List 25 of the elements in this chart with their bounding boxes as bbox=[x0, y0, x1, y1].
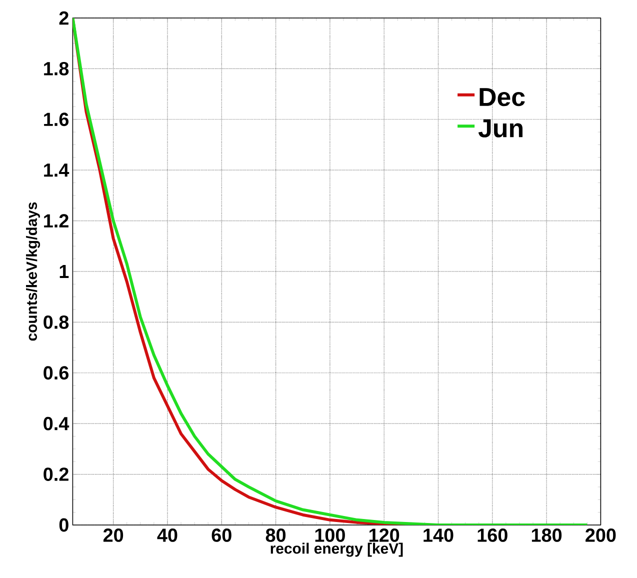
x-tick-label: 100 bbox=[315, 528, 345, 542]
y-axis-title: counts/keV/kg/days bbox=[26, 202, 40, 341]
x-tick-label: 160 bbox=[478, 528, 508, 542]
y-tick-label: 0.6 bbox=[44, 366, 69, 380]
x-tick-label: 80 bbox=[266, 528, 286, 542]
legend-label: Dec bbox=[480, 88, 525, 106]
y-tick-label: 1.2 bbox=[44, 214, 68, 228]
y-tick-label: 0 bbox=[59, 518, 68, 532]
x-tick-label: 200 bbox=[586, 528, 616, 542]
x-tick-label: 120 bbox=[369, 528, 400, 542]
y-tick-label: 2 bbox=[59, 11, 68, 25]
x-tick-label: 180 bbox=[532, 528, 562, 542]
y-tick-label: 1.6 bbox=[44, 112, 69, 126]
x-tick-label: 40 bbox=[157, 528, 178, 542]
y-tick-label: 0.2 bbox=[44, 468, 68, 481]
y-tick-label: 1.4 bbox=[44, 164, 70, 177]
y-tick-label: 1.8 bbox=[44, 62, 69, 76]
y-tick-label: 0.8 bbox=[44, 315, 69, 329]
legend-label: Jun bbox=[478, 119, 522, 138]
x-tick-label: 20 bbox=[103, 528, 124, 542]
y-tick-label: 0.4 bbox=[44, 416, 70, 430]
x-tick-label: 140 bbox=[424, 528, 454, 542]
y-tick-label: 1 bbox=[60, 264, 69, 278]
x-axis-title: recoil energy [keV] bbox=[270, 542, 403, 557]
x-tick-label: 60 bbox=[212, 528, 232, 542]
